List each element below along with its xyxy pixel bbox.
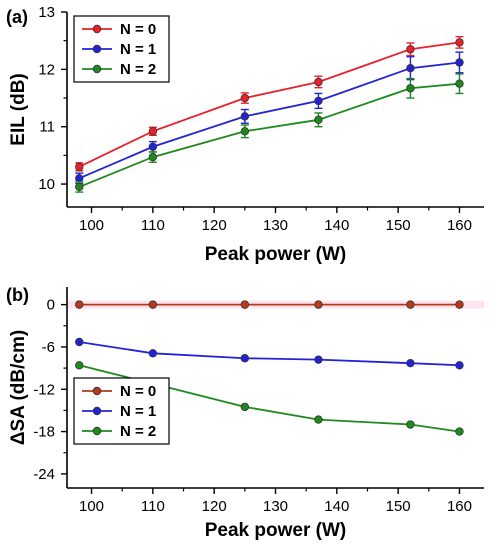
data-point — [406, 64, 415, 73]
data-point — [75, 162, 84, 172]
x-tick-label: 120 — [202, 498, 227, 515]
y-tick-label: -12 — [33, 381, 55, 398]
data-point — [240, 402, 250, 412]
x-tick-label: 130 — [263, 498, 288, 515]
x-tick-label: 100 — [79, 217, 104, 234]
data-point — [75, 361, 84, 370]
x-axis-title: Peak power (W) — [205, 244, 346, 265]
legend: N = 0 N = 1 N = 2 — [73, 15, 170, 83]
legend-label: N = 1 — [120, 403, 156, 420]
legend-label: N = 2 — [120, 423, 156, 440]
y-tick-label: 12 — [38, 61, 55, 78]
series-2 — [75, 73, 464, 193]
data-point — [240, 127, 250, 136]
y-axis-title: ΔSA (dB/cm) — [8, 330, 29, 445]
data-point — [148, 142, 158, 151]
legend-marker — [92, 24, 102, 34]
data-point — [406, 300, 415, 309]
x-tick-label: 160 — [447, 498, 472, 515]
data-point — [75, 182, 84, 192]
data-point — [148, 300, 158, 309]
data-point — [455, 361, 464, 370]
legend-label: N = 0 — [120, 21, 156, 38]
x-tick-label: 140 — [324, 498, 349, 515]
y-tick-label: -18 — [33, 424, 55, 441]
legend-marker — [92, 64, 102, 74]
data-point — [240, 93, 250, 103]
legend-marker — [92, 406, 102, 416]
chart-panel-a: 100 110 120 130 140 150 160 10 11 12 13 Peak power … — [6, 4, 484, 265]
series-line — [78, 82, 460, 188]
x-tick-label: 150 — [386, 217, 411, 234]
data-point — [406, 45, 415, 54]
legend-marker — [92, 44, 102, 54]
x-tick-label: 140 — [324, 217, 349, 234]
data-point — [314, 115, 323, 125]
data-point — [240, 112, 250, 121]
legend-marker — [92, 426, 102, 436]
series-line — [78, 61, 460, 180]
x-tick-label: 110 — [141, 217, 165, 234]
data-point — [406, 358, 415, 368]
legend-label: N = 0 — [120, 383, 156, 400]
legend-label: N = 1 — [120, 41, 156, 58]
data-point — [148, 349, 158, 358]
x-tick-label: 160 — [447, 217, 472, 234]
data-point — [75, 337, 84, 347]
data-point — [148, 152, 158, 162]
data-point — [75, 300, 84, 309]
x-tick-label: 150 — [386, 498, 411, 515]
legend-label: N = 2 — [120, 61, 156, 78]
data-point — [406, 84, 415, 93]
chart-panel-b: 100 110 120 130 140 150 160 0 -6 -12 -18 -24 Peak po… — [6, 285, 484, 541]
y-tick-label: 13 — [38, 4, 55, 21]
panel-label: (b) — [6, 285, 29, 305]
y-tick-label: 10 — [38, 176, 55, 193]
y-tick-label: -24 — [33, 466, 55, 483]
y-tick-label: 11 — [39, 119, 55, 136]
data-point — [455, 79, 464, 88]
series-0 — [75, 300, 464, 309]
y-tick-label: 0 — [47, 297, 55, 314]
data-point — [240, 300, 250, 309]
x-tick-label: 130 — [263, 217, 288, 234]
data-point — [314, 415, 323, 424]
series-line — [78, 41, 460, 168]
series-0 — [75, 35, 464, 172]
x-axis-title: Peak power (W) — [205, 520, 346, 541]
data-point — [314, 77, 323, 87]
x-tick-label: 100 — [79, 498, 104, 515]
data-point — [406, 420, 415, 429]
data-point — [455, 58, 464, 67]
data-point — [314, 300, 323, 309]
legend-marker — [92, 386, 102, 396]
x-tick-label: 120 — [202, 217, 227, 234]
data-point — [455, 300, 464, 309]
data-point — [75, 174, 84, 183]
data-point — [314, 355, 323, 364]
legend: N = 0 N = 1 N = 2 — [73, 377, 170, 445]
series-1 — [75, 337, 464, 370]
data-point — [148, 127, 158, 136]
series-line — [79, 341, 460, 367]
y-axis-title: EIL (dB) — [8, 73, 29, 145]
data-point — [314, 96, 323, 106]
data-point — [455, 427, 464, 436]
data-point — [240, 354, 250, 363]
data-point — [455, 38, 464, 47]
x-tick-label: 110 — [141, 498, 165, 515]
y-tick-label: -6 — [42, 339, 55, 356]
panel-label: (a) — [6, 7, 28, 27]
